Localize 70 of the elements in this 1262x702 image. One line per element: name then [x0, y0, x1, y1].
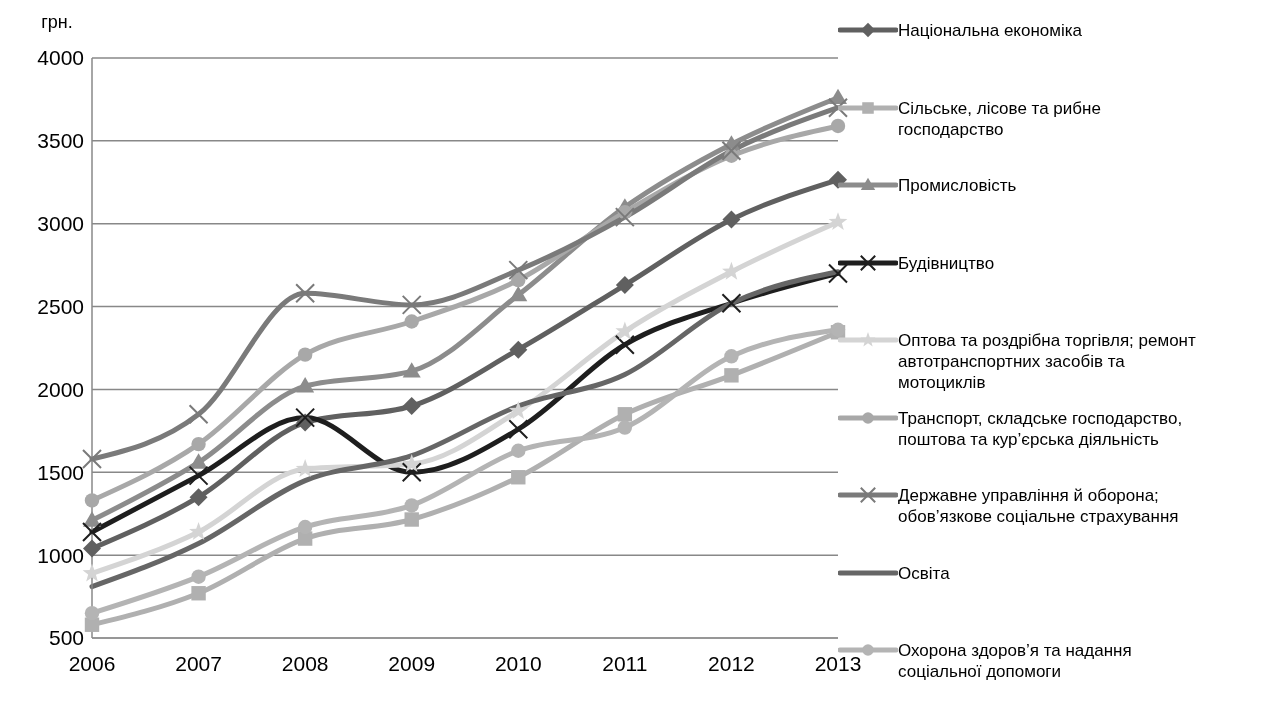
- point: [404, 314, 419, 329]
- x-tick-label: 2007: [175, 651, 222, 675]
- point: [402, 362, 421, 378]
- y-tick-label: 1000: [37, 543, 84, 567]
- point: [508, 260, 529, 281]
- x-tick-label: 2006: [68, 651, 116, 675]
- point: [404, 498, 419, 513]
- point: [724, 349, 739, 364]
- point: [509, 285, 528, 302]
- point: [401, 462, 422, 483]
- legend-label: Оптова та роздрібна торгівля; ремонт автотранспортних засобів та мотоциклів: [898, 330, 1197, 393]
- point: [615, 321, 635, 340]
- point: [617, 420, 633, 435]
- point: [830, 118, 846, 134]
- x-tick-label: 2008: [281, 651, 329, 675]
- point: [614, 207, 635, 228]
- point: [828, 97, 848, 118]
- legend-label: Сільське, лісове та рибне господарство: [898, 97, 1102, 140]
- y-tick-label: 3000: [37, 212, 84, 236]
- point: [509, 340, 528, 359]
- point: [297, 347, 313, 362]
- x-tick-label: 2010: [494, 651, 542, 675]
- point: [828, 212, 848, 231]
- point: [401, 294, 422, 315]
- point: [617, 407, 633, 422]
- legend-label: Транспорт, складське господарство, поштова та кур’єрська діяльність: [898, 407, 1184, 450]
- point: [191, 569, 206, 584]
- point: [721, 140, 742, 161]
- point: [722, 210, 741, 229]
- y-tick-label: 1500: [37, 460, 84, 484]
- point: [191, 586, 206, 601]
- point: [829, 170, 847, 189]
- y-tick-label: 2500: [37, 295, 84, 319]
- point: [296, 377, 315, 393]
- x-tick-label: 2013: [814, 651, 862, 675]
- point: [828, 263, 848, 284]
- point: [82, 449, 102, 470]
- point: [508, 419, 529, 440]
- y-tick-label: 3500: [37, 129, 84, 153]
- point: [511, 272, 526, 288]
- point: [615, 276, 634, 295]
- point: [404, 512, 419, 527]
- point: [188, 465, 209, 486]
- point: [721, 293, 742, 314]
- y-axis-title: грн.: [41, 12, 73, 32]
- point: [83, 539, 101, 558]
- point: [508, 401, 528, 419]
- legend-label: Державне управління й оборона; обов’язкове соціальне страхування: [898, 485, 1180, 527]
- point: [84, 493, 100, 508]
- x-tick-label: 2009: [388, 651, 436, 675]
- legend-label: Будівництво: [898, 252, 996, 274]
- point: [724, 368, 739, 383]
- point: [511, 443, 526, 458]
- legend-label: Національна економіка: [898, 20, 1083, 41]
- point: [402, 397, 421, 415]
- y-tick-label: 500: [48, 626, 84, 650]
- point: [511, 470, 526, 485]
- legend-label: Освіта: [898, 562, 951, 584]
- point: [82, 521, 102, 542]
- point: [614, 334, 635, 355]
- y-tick-label: 4000: [37, 46, 84, 70]
- x-tick-label: 2012: [708, 651, 755, 675]
- point: [295, 283, 316, 304]
- point: [191, 436, 206, 452]
- point: [295, 407, 316, 428]
- y-tick-label: 2000: [37, 377, 84, 401]
- point: [189, 488, 208, 507]
- legend-label: Промисловість: [898, 175, 1018, 196]
- x-tick-label: 2011: [602, 651, 648, 675]
- legend-label: Охорона здоров’я та надання соціальної допомоги: [898, 640, 1133, 682]
